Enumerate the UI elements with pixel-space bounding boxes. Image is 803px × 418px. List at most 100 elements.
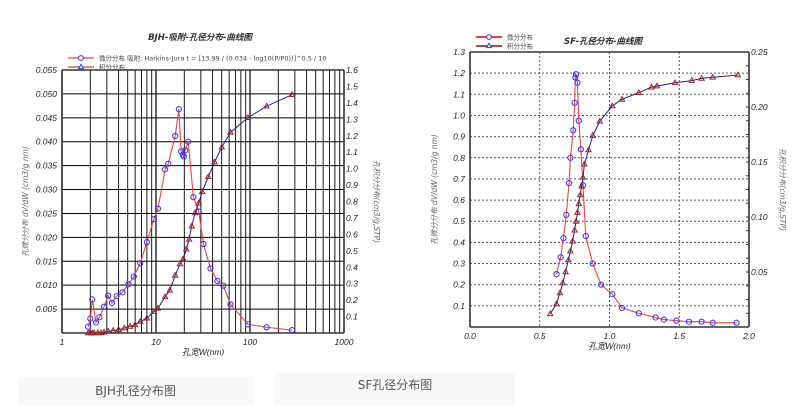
triangle-marker-icon — [688, 76, 696, 83]
y2-axis-label: 孔积分分布(cm3/g,STP) — [372, 160, 381, 243]
triangle-marker-icon — [734, 71, 742, 78]
sf-chart-panel: 0.0 0.5 1.0 1.5 2.0 0.1 0.2 0.3 0.4 0.5 0.6 0.7 0.8 0… — [405, 0, 803, 370]
y2-tick-label: 0.3 — [346, 279, 358, 289]
y2-tick-label: 0.15 — [751, 157, 768, 167]
circle-marker-icon — [685, 318, 693, 325]
triangle-marker-icon — [218, 143, 226, 150]
y2-tick-label: 1.5 — [346, 81, 358, 91]
bjh-chart: 1 10 100 1000 0.005 0.010 0.015 0.020 0.025 0.030… — [21, 32, 381, 357]
y-tick-label: 0.4 — [453, 237, 465, 247]
triangle-marker-icon — [191, 209, 199, 216]
circle-marker-icon — [200, 240, 207, 248]
circle-marker-icon — [565, 180, 573, 187]
circle-marker-icon — [96, 314, 103, 321]
circle-marker-icon — [108, 299, 116, 306]
sf-caption: SF孔径分布图 — [275, 373, 515, 405]
y-tick-label: 0.055 — [36, 65, 58, 75]
triangle-marker-icon — [566, 247, 574, 254]
y-axis-label: 孔微分分布 dV/dW (cm3/g nm) — [21, 146, 30, 257]
triangle-marker-icon — [185, 235, 193, 242]
chart-title: SF-孔径分布-曲线图 — [564, 36, 644, 47]
triangle-marker-icon — [564, 256, 572, 263]
y-tick-label: 1.0 — [453, 110, 465, 120]
x-axis-label: 孔宽W(nm) — [588, 341, 631, 351]
y-tick-label: 0.1 — [453, 301, 465, 311]
triangle-marker-icon — [578, 182, 586, 189]
y2-tick-label: 0.4 — [346, 262, 358, 272]
circle-marker-icon — [673, 317, 680, 324]
x-tick-label: 1000 — [335, 337, 354, 347]
y2-tick-label: 0.2 — [346, 295, 358, 305]
y2-tick-label: 1.0 — [346, 164, 358, 174]
triangle-marker-icon — [90, 329, 98, 336]
triangle-marker-icon — [635, 88, 643, 95]
legend-triangle-icon — [77, 63, 85, 70]
x-tick-label: 1 — [60, 337, 65, 347]
series-cumulative — [546, 71, 742, 317]
y-tick-label: 0.9 — [453, 132, 465, 142]
triangle-marker-icon — [559, 279, 567, 286]
y2-tick-label: 0.05 — [751, 267, 768, 277]
legend-triangle-icon — [485, 42, 493, 49]
series-line — [88, 94, 293, 334]
triangle-marker-icon — [572, 217, 580, 224]
y-tick-label: 0.010 — [36, 280, 58, 290]
triangle-marker-icon — [120, 324, 128, 331]
sf-chart: 0.0 0.5 1.0 1.5 2.0 0.1 0.2 0.3 0.4 0.5 0.6 0.7 0.8 0… — [430, 33, 787, 352]
triangle-marker-icon — [166, 286, 174, 293]
circle-marker-icon — [92, 319, 100, 326]
circle-marker-icon — [709, 319, 716, 326]
triangle-marker-icon — [569, 237, 576, 244]
y-tick-label: 1.1 — [453, 89, 465, 99]
triangle-marker-icon — [288, 90, 296, 97]
y2-tick-label: 0.20 — [751, 102, 768, 112]
triangle-marker-icon — [653, 82, 661, 89]
series-differential — [85, 106, 296, 334]
y2-tick-label: 0.7 — [346, 213, 358, 223]
grid-lines — [61, 69, 344, 333]
series-differential — [553, 71, 740, 326]
circle-marker-icon — [660, 316, 668, 323]
bjh-caption: BJH孔径分布图 — [18, 377, 253, 405]
circle-marker-icon — [105, 292, 112, 299]
circle-marker-icon — [119, 289, 126, 296]
y-tick-label: 0.035 — [36, 161, 58, 171]
circle-marker-icon — [571, 99, 578, 106]
plot-area — [61, 69, 345, 334]
x-tick-label: 1.0 — [604, 331, 616, 341]
triangle-marker-icon — [176, 260, 184, 267]
legend-circle-icon — [78, 55, 84, 61]
legend-circle-icon — [486, 34, 492, 40]
triangle-marker-icon — [115, 325, 123, 333]
y2-axis-label: 孔积分分布(cm3/g,STP) — [778, 148, 787, 231]
triangle-marker-icon — [571, 226, 579, 233]
circle-marker-icon — [574, 79, 581, 86]
y2-tick-label: 0.5 — [346, 246, 358, 256]
y-tick-label: 0.045 — [36, 113, 58, 123]
triangle-marker-icon — [211, 158, 219, 165]
circle-marker-icon — [244, 321, 252, 328]
circle-marker-icon — [698, 318, 705, 325]
y-tick-label: 0.3 — [453, 259, 465, 269]
circle-marker-icon — [178, 148, 185, 155]
circle-marker-icon — [577, 146, 585, 153]
triangle-marker-icon — [136, 317, 144, 324]
x-axis-label: 孔宽W(nm) — [182, 347, 225, 357]
triangle-marker-icon — [596, 117, 604, 124]
circle-marker-icon — [185, 138, 192, 145]
circle-marker-icon — [220, 282, 227, 289]
circle-marker-icon — [89, 296, 96, 303]
triangle-marker-icon — [556, 289, 564, 296]
chart-title: BJH-吸附-孔径分布-曲线图 — [148, 32, 253, 43]
triangle-marker-icon — [671, 78, 679, 86]
triangle-marker-icon — [227, 128, 234, 135]
circle-marker-icon — [100, 303, 108, 310]
circle-marker-icon — [572, 74, 579, 81]
y2-tick-label: 0.25 — [751, 47, 768, 57]
legend-label: 积分分布 — [99, 63, 126, 72]
triangle-marker-icon — [104, 327, 112, 334]
bjh-chart-panel: 1 10 100 1000 0.005 0.010 0.015 0.020 0.025 0.030… — [0, 0, 400, 370]
circle-marker-icon — [113, 293, 120, 300]
circle-marker-icon — [652, 314, 659, 321]
